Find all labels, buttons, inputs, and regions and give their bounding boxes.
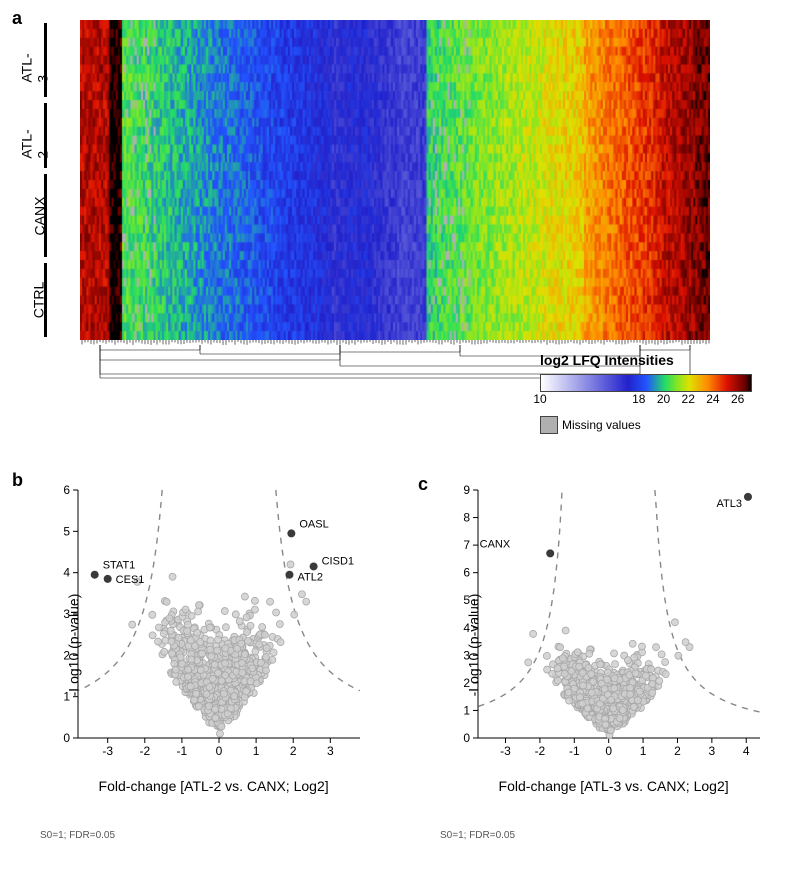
volcano-c-ylabel: -Log10 (p-value) [465,594,481,697]
svg-text:-2: -2 [535,744,546,758]
svg-text:-2: -2 [139,744,150,758]
volcano-b-footnote: S0=1; FDR=0.05 [40,830,115,841]
svg-text:4: 4 [743,744,750,758]
svg-text:1: 1 [253,744,260,758]
svg-text:0: 0 [216,744,223,758]
svg-text:-1: -1 [569,744,580,758]
svg-text:OASL: OASL [299,518,328,530]
missing-label: Missing values [562,418,641,432]
panel-letter-a: a [12,8,22,29]
heatmap [80,20,710,340]
colorbar-tick: 22 [682,392,695,406]
svg-text:CANX: CANX [480,538,511,550]
svg-text:CES1: CES1 [116,574,145,586]
svg-text:5: 5 [63,524,70,538]
svg-text:2: 2 [290,744,297,758]
figure: a ATL-3 ATL-2 CANX CTRL log2 LFQ Intensitie… [0,0,800,869]
colorbar-gradient [540,374,752,392]
svg-text:ATL2: ATL2 [298,572,323,584]
svg-text:0: 0 [605,744,612,758]
colorbar: log2 LFQ Intensities Missing values 1018… [540,370,770,440]
colorbar-tick: 10 [533,392,546,406]
volcano-c: -3-2-1012340123456789CANXATL3 -Log10 (p-… [430,480,770,810]
svg-text:3: 3 [327,744,334,758]
colorbar-tick: 26 [731,392,744,406]
svg-text:6: 6 [463,566,470,580]
volcano-b-ylabel: -Log10 (p-value) [65,594,81,697]
svg-text:9: 9 [463,483,470,497]
missing-swatch [540,416,558,434]
svg-text:-3: -3 [500,744,511,758]
svg-text:0: 0 [463,731,470,745]
colorbar-tick: 20 [657,392,670,406]
volcano-b: -3-2-101230123456STAT1CES1OASLCISD1ATL2 … [30,480,370,810]
colorbar-tick: 18 [632,392,645,406]
svg-text:2: 2 [674,744,681,758]
svg-text:STAT1: STAT1 [103,560,136,572]
svg-text:6: 6 [63,483,70,497]
svg-text:ATL3: ATL3 [716,498,741,510]
svg-text:1: 1 [640,744,647,758]
row-group-label: ATL-2 [19,129,51,158]
colorbar-title: log2 LFQ Intensities [540,352,674,368]
row-group-label: CTRL [30,282,46,319]
heatmap-canvas [80,20,710,340]
svg-text:4: 4 [63,566,70,580]
svg-text:7: 7 [463,538,470,552]
row-group-label: CANX [31,196,47,235]
svg-text:0: 0 [63,731,70,745]
volcano-c-xlabel: Fold-change [ATL-3 vs. CANX; Log2] [499,778,729,794]
svg-text:-3: -3 [102,744,113,758]
panel-letter-b: b [12,470,23,491]
panel-letter-c: c [418,474,428,495]
volcano-b-xlabel: Fold-change [ATL-2 vs. CANX; Log2] [99,778,329,794]
svg-text:-1: -1 [177,744,188,758]
colorbar-tick: 24 [706,392,719,406]
volcano-c-footnote: S0=1; FDR=0.05 [440,830,515,841]
svg-text:1: 1 [463,703,470,717]
row-group-label: ATL-3 [19,53,51,82]
svg-text:CISD1: CISD1 [322,555,354,567]
svg-text:8: 8 [463,511,470,525]
svg-text:3: 3 [709,744,716,758]
